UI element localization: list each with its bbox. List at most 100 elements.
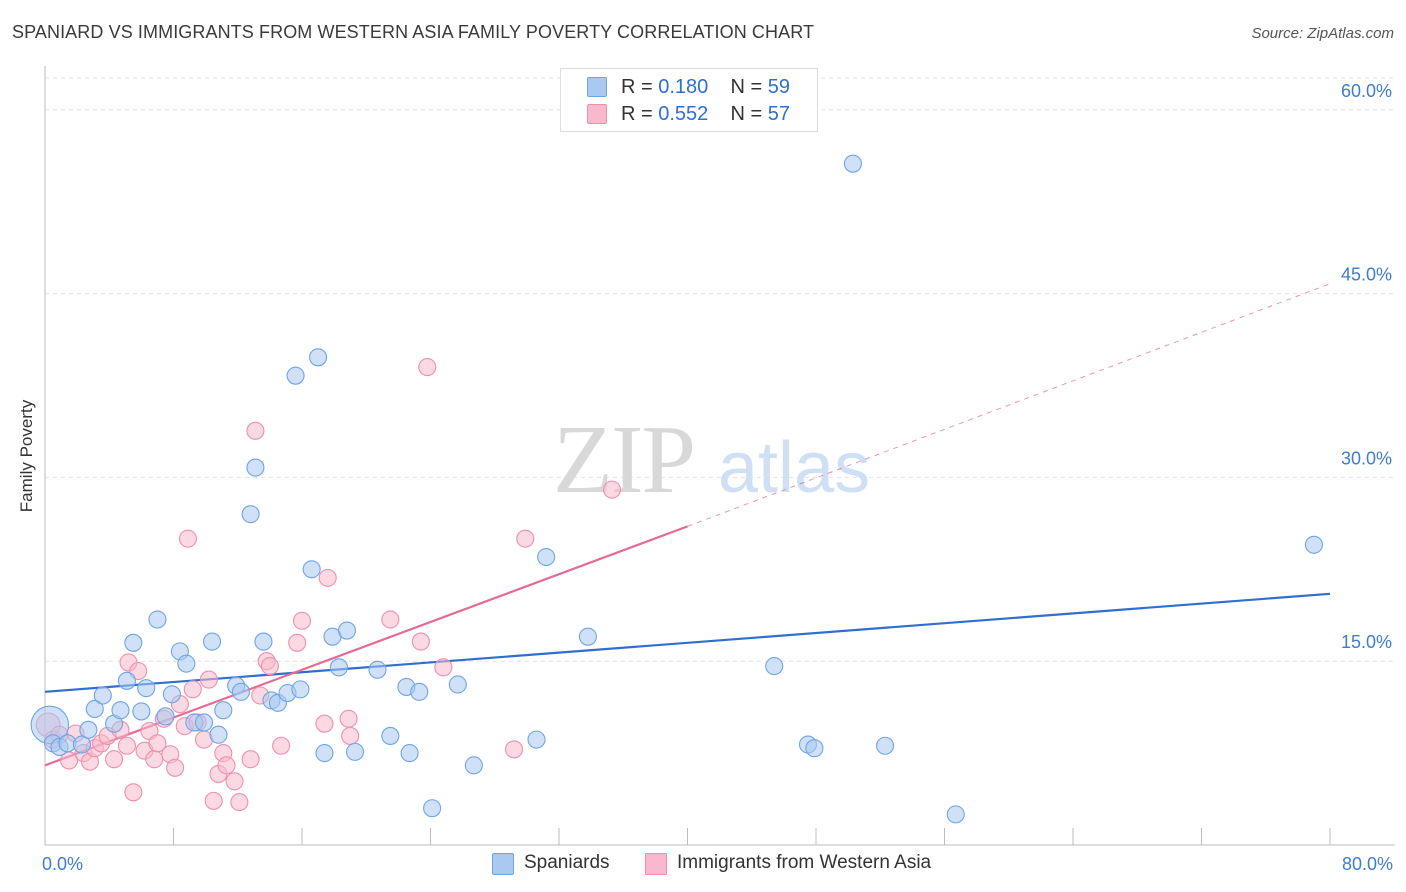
data-point [337,621,357,640]
r-label: R = [621,103,653,125]
n-label: N = [730,103,763,125]
data-point [345,742,365,761]
axes [44,66,1395,846]
data-point [434,658,453,677]
y-tick-label: 60.0% [1341,81,1392,101]
data-point [199,670,218,689]
data-point [177,654,196,673]
data-point [231,682,251,701]
legend-stats: R = 0.180 N = 59 [621,76,790,99]
y-tick-label: 30.0% [1341,448,1392,468]
n-value: 57 [767,103,791,125]
data-point [292,611,312,630]
data-point [85,699,104,719]
data-point [124,783,143,802]
legend-swatch-immigrants [587,104,607,124]
data-point [448,675,467,694]
data-point [156,707,175,726]
data-points [30,154,1323,824]
data-point [411,632,430,651]
legend-stats: R = 0.552 N = 57 [621,103,790,126]
data-point [117,736,136,755]
chart-title: SPANIARD VS IMMIGRANTS FROM WESTERN ASIA… [12,22,815,42]
tick-labels: 15.0% 30.0% 45.0% 60.0% 0.0% 80.0% [42,81,1393,874]
data-point [423,799,442,818]
data-point [527,730,546,749]
data-point [214,701,233,720]
data-point [209,725,228,744]
r-value: 0.552 [658,103,709,125]
data-point [1304,535,1323,554]
data-point [309,348,328,367]
data-point [162,685,181,704]
data-point [105,750,124,769]
watermark: ZIP atlas [553,406,870,514]
legend-swatch-spaniards [492,853,514,875]
data-point [117,671,136,690]
data-point [400,744,419,763]
data-point [288,633,307,652]
data-point [241,750,260,769]
data-point [246,458,265,477]
data-point [260,657,279,676]
source-label: Source: ZipAtlas.com [1251,25,1394,42]
data-point [341,726,360,745]
data-point [504,740,524,759]
series-legend: Spaniards Immigrants from Western Asia [0,850,1406,880]
data-point [381,610,400,629]
y-tick-label: 45.0% [1341,265,1392,285]
data-point [410,682,429,701]
data-point [302,560,321,579]
correlation-legend: R = 0.180 N = 59 R = 0.552 N = 57 [560,68,818,132]
data-point [805,739,824,758]
data-point [329,658,348,677]
watermark-zip: ZIP [553,406,694,514]
data-point [339,709,358,728]
data-point [137,679,156,698]
data-point [272,736,291,755]
legend-swatch-immigrants [645,853,667,875]
trend-line-extension [687,283,1331,527]
data-point [241,505,260,524]
data-point [286,366,305,385]
data-point [315,714,334,733]
data-point [602,480,622,499]
watermark-atlas: atlas [718,428,870,508]
gridlines [45,77,1395,662]
data-point [368,660,387,679]
data-point [93,686,112,705]
data-point [79,720,98,739]
data-point [315,744,334,763]
data-point [230,793,249,812]
n-value: 59 [767,76,791,98]
r-value: 0.180 [658,76,709,98]
data-point [178,529,198,548]
data-point [291,680,310,699]
legend-label: Spaniards [524,852,610,873]
data-point [148,610,167,629]
x-tick-label: 80.0% [1342,854,1393,874]
data-point [203,632,222,651]
data-point [464,756,483,775]
data-point [578,627,597,646]
data-point [537,547,556,567]
data-point [148,734,167,753]
data-point [254,632,273,651]
data-point [124,633,143,652]
data-point [194,713,214,732]
data-point [418,358,437,377]
y-tick-label: 15.0% [1341,632,1392,652]
data-point [204,791,223,810]
r-label: R = [621,76,653,98]
data-point [843,154,862,173]
legend-label: Immigrants from Western Asia [677,852,932,873]
data-point [132,702,151,721]
data-point [166,758,185,777]
data-point [183,680,202,699]
data-point [111,701,130,720]
n-label: N = [730,76,763,98]
data-point [946,805,965,824]
data-point [516,529,535,548]
data-point [145,750,164,769]
trend-line [44,592,1331,693]
